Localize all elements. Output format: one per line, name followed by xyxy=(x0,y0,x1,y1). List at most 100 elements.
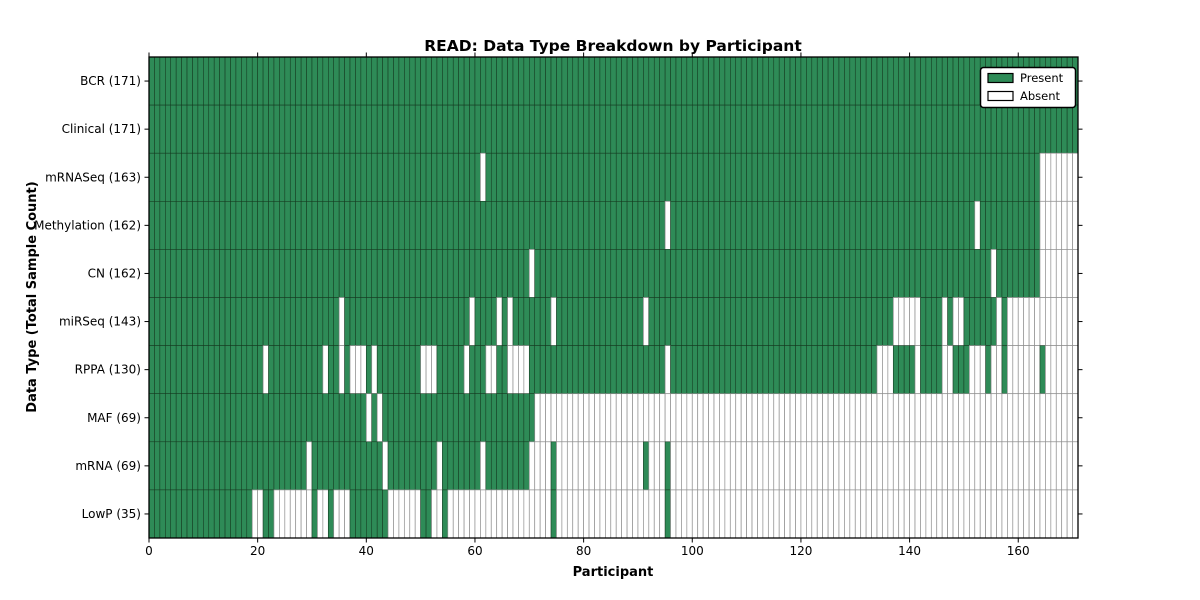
cell-present xyxy=(181,201,188,250)
cell-present xyxy=(284,249,291,298)
cell-present xyxy=(985,104,992,154)
cell-present xyxy=(398,201,405,250)
cell-present xyxy=(246,441,253,491)
cell-present xyxy=(328,345,334,394)
cell-present xyxy=(681,104,688,154)
cell-present xyxy=(230,489,237,539)
cell-present xyxy=(985,345,992,394)
cell-present xyxy=(224,345,231,394)
cell-present xyxy=(621,249,628,298)
cell-present xyxy=(653,249,660,298)
legend-label-present: Present xyxy=(1020,71,1064,85)
cell-absent xyxy=(1055,249,1063,298)
cell-present xyxy=(328,56,334,106)
cell-present xyxy=(213,249,220,298)
cell-present xyxy=(648,345,655,394)
legend: Present Absent xyxy=(979,66,1077,109)
cell-present xyxy=(893,56,899,106)
cell-absent xyxy=(279,489,286,539)
cell-present xyxy=(306,297,313,346)
cell-absent xyxy=(1055,489,1063,539)
cell-present xyxy=(643,152,650,202)
cell-present xyxy=(376,201,383,250)
cell-absent xyxy=(637,393,644,443)
cell-present xyxy=(170,249,177,298)
cell-present xyxy=(838,201,845,250)
cell-absent xyxy=(903,489,910,539)
cell-absent xyxy=(284,489,291,539)
cell-present xyxy=(925,56,932,106)
cell-present xyxy=(974,249,981,298)
cell-present xyxy=(844,345,851,394)
cell-present xyxy=(175,297,182,346)
cell-present xyxy=(224,56,231,106)
cell-present xyxy=(561,152,568,202)
cell-present xyxy=(931,297,938,346)
cell-present xyxy=(387,56,394,106)
cell-present xyxy=(768,297,775,346)
cell-present xyxy=(838,104,845,154)
cell-present xyxy=(355,441,362,491)
cell-present xyxy=(518,249,525,298)
row-mRNASeq xyxy=(148,152,1079,202)
cell-absent xyxy=(1055,441,1063,491)
cell-absent xyxy=(816,489,824,539)
cell-present xyxy=(501,441,508,491)
row-Clinical xyxy=(148,104,1079,154)
cell-present xyxy=(518,201,525,250)
cell-absent xyxy=(947,345,954,395)
cell-present xyxy=(257,152,264,202)
cell-present xyxy=(529,152,535,202)
cell-present xyxy=(442,441,449,491)
cell-absent xyxy=(686,489,693,539)
cell-present xyxy=(702,249,709,298)
cell-present xyxy=(159,489,166,539)
cell-present xyxy=(203,152,210,202)
cell-present xyxy=(556,152,563,202)
cell-present xyxy=(545,249,552,298)
cell-present xyxy=(148,441,155,491)
cell-present xyxy=(366,345,373,394)
cell-present xyxy=(637,345,644,394)
cell-present xyxy=(154,56,161,106)
cell-present xyxy=(567,56,574,106)
cell-present xyxy=(762,104,769,154)
cell-present xyxy=(306,393,313,443)
cell-present xyxy=(659,201,666,250)
cell-present xyxy=(735,152,742,202)
cell-present xyxy=(241,441,248,491)
cell-absent xyxy=(724,393,731,443)
cell-present xyxy=(333,249,340,298)
cell-present xyxy=(175,489,182,539)
cell-present xyxy=(409,297,416,346)
cell-present xyxy=(490,152,497,202)
cell-present xyxy=(496,393,503,443)
cell-absent xyxy=(751,489,758,539)
cell-present xyxy=(822,56,829,106)
cell-present xyxy=(822,104,829,154)
cell-present xyxy=(241,152,248,202)
cell-absent xyxy=(1055,152,1063,202)
cell-present xyxy=(556,201,563,250)
cell-present xyxy=(523,249,530,298)
cell-absent xyxy=(968,345,976,395)
cell-absent xyxy=(1061,152,1068,202)
cell-present xyxy=(447,249,454,298)
cell-present xyxy=(632,345,639,394)
cell-present xyxy=(355,152,362,202)
cell-present xyxy=(643,345,650,394)
cell-present xyxy=(659,297,666,346)
cell-present xyxy=(159,104,166,154)
cell-present xyxy=(860,249,867,298)
cell-present xyxy=(496,104,503,154)
cell-absent xyxy=(490,489,498,539)
cell-present xyxy=(844,104,851,154)
cell-present xyxy=(181,56,188,106)
cell-present xyxy=(452,393,459,443)
cell-absent xyxy=(746,441,753,491)
cell-absent xyxy=(637,489,644,539)
cell-present xyxy=(773,56,780,106)
cell-present xyxy=(414,393,421,443)
cell-present xyxy=(670,201,677,250)
